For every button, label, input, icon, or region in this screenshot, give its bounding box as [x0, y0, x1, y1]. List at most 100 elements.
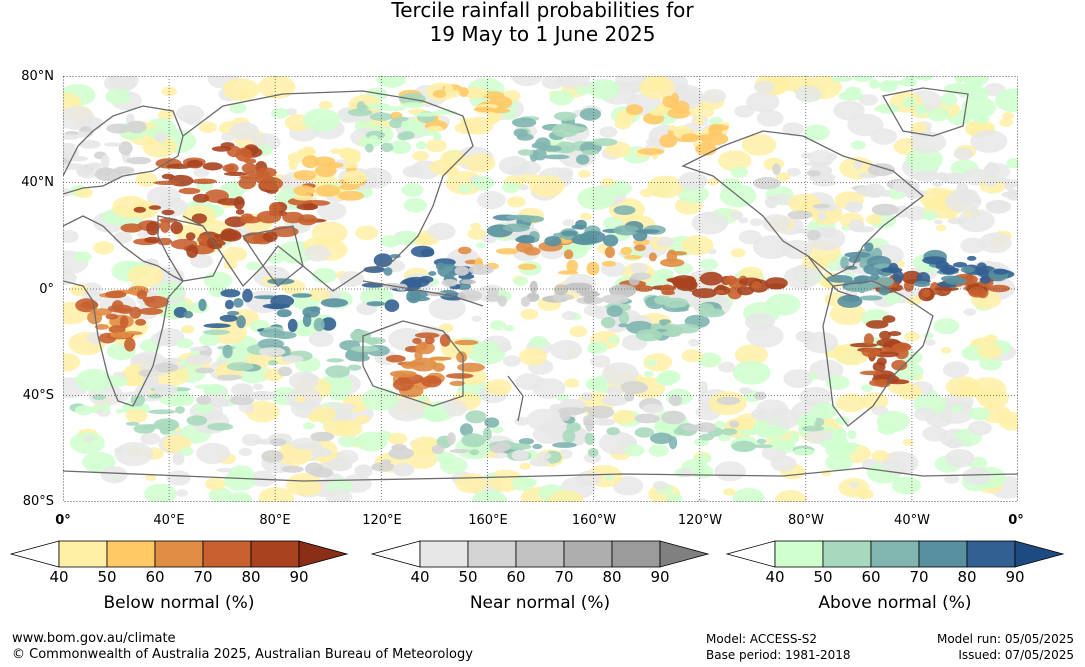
- probability-speckle: [630, 262, 648, 274]
- probability-patch: [451, 89, 460, 98]
- probability-patch: [125, 421, 140, 426]
- probability-patch: [888, 331, 902, 337]
- probability-patch: [879, 330, 892, 340]
- probability-patch: [751, 408, 768, 420]
- probability-speckle: [176, 338, 194, 349]
- probability-patch: [415, 341, 435, 355]
- probability-patch: [620, 381, 649, 394]
- probability-speckle: [511, 476, 535, 491]
- probability-speckle: [655, 372, 677, 386]
- probability-patch: [203, 329, 231, 335]
- probability-patch: [812, 203, 831, 209]
- probability-patch: [558, 407, 585, 416]
- probability-patch: [394, 116, 409, 122]
- probability-speckle: [556, 167, 574, 179]
- tick-label: 40: [49, 568, 69, 586]
- probability-speckle: [253, 383, 264, 390]
- probability-patch: [845, 86, 862, 95]
- probability-patch: [321, 461, 338, 467]
- probability-patch: [380, 142, 394, 153]
- probability-patch: [817, 212, 827, 221]
- probability-patch: [692, 288, 717, 299]
- probability-speckle: [520, 308, 539, 320]
- probability-speckle: [808, 149, 835, 167]
- probability-patch: [634, 244, 646, 252]
- probability-patch: [562, 429, 576, 443]
- probability-speckle: [541, 76, 565, 90]
- probability-speckle: [127, 264, 164, 287]
- probability-patch: [401, 102, 425, 109]
- probability-patch: [102, 375, 128, 388]
- probability-patch: [600, 317, 616, 328]
- colorbar-title-below: Below normal (%): [103, 593, 255, 613]
- probability-patch: [94, 324, 109, 330]
- probability-patch: [461, 433, 486, 448]
- probability-patch: [517, 234, 535, 244]
- probability-patch: [119, 315, 129, 329]
- probability-patch: [669, 251, 688, 256]
- probability-patch: [624, 391, 635, 402]
- probability-speckle: [968, 407, 991, 421]
- probability-speckle: [849, 481, 859, 488]
- tick-label: 40: [410, 568, 430, 586]
- probability-speckle: [746, 91, 780, 113]
- probability-speckle: [497, 343, 512, 352]
- probability-patch: [934, 219, 943, 225]
- probability-patch: [473, 106, 496, 113]
- colorbar-segment: [966, 540, 1016, 568]
- probability-patch: [606, 427, 620, 436]
- probability-patch: [287, 318, 298, 333]
- probability-speckle: [303, 422, 315, 430]
- probability-speckle: [825, 375, 850, 390]
- probability-speckle: [585, 377, 607, 391]
- probability-speckle: [601, 362, 639, 386]
- probability-patch: [821, 439, 832, 447]
- probability-patch: [412, 112, 440, 117]
- probability-speckle: [175, 104, 205, 123]
- probability-patch: [660, 284, 675, 295]
- colorbar-below-normal: [10, 540, 349, 568]
- probability-patch: [715, 289, 726, 295]
- probability-speckle: [82, 451, 116, 473]
- probability-speckle: [718, 150, 752, 172]
- probability-patch: [313, 317, 325, 332]
- probability-speckle: [910, 122, 928, 133]
- probability-patch: [879, 80, 898, 93]
- probability-patch: [541, 145, 562, 152]
- probability-patch: [389, 254, 401, 259]
- probability-patch: [192, 193, 210, 203]
- probability-patch: [142, 296, 156, 304]
- probability-patch: [144, 236, 161, 243]
- probability-speckle: [895, 209, 909, 218]
- probability-speckle: [227, 492, 253, 502]
- probability-patch: [518, 438, 535, 445]
- probability-speckle: [556, 393, 569, 402]
- probability-patch: [576, 154, 590, 165]
- probability-patch: [953, 147, 974, 161]
- colorbar-segment: [250, 540, 300, 568]
- probability-field: [63, 76, 1018, 502]
- probability-speckle: [485, 379, 512, 396]
- probability-patch: [673, 427, 685, 435]
- probability-speckle: [482, 234, 497, 244]
- probability-patch: [511, 117, 537, 128]
- probability-patch: [529, 458, 550, 467]
- probability-patch: [659, 319, 671, 325]
- probability-patch: [940, 93, 958, 106]
- probability-patch: [148, 205, 162, 210]
- probability-speckle: [941, 347, 952, 354]
- probability-patch: [587, 448, 599, 457]
- probability-speckle: [765, 408, 800, 430]
- probability-speckle: [222, 246, 248, 262]
- probability-patch: [240, 216, 262, 224]
- probability-patch: [859, 370, 883, 376]
- probability-patch: [739, 387, 752, 395]
- colorbar-arrow-low: [371, 540, 421, 568]
- probability-patch: [220, 289, 241, 298]
- probability-speckle: [436, 451, 456, 464]
- probability-patch: [444, 84, 454, 94]
- probability-patch: [202, 162, 223, 171]
- probability-speckle: [775, 490, 807, 502]
- probability-speckle: [624, 444, 645, 457]
- probability-patch: [751, 281, 762, 291]
